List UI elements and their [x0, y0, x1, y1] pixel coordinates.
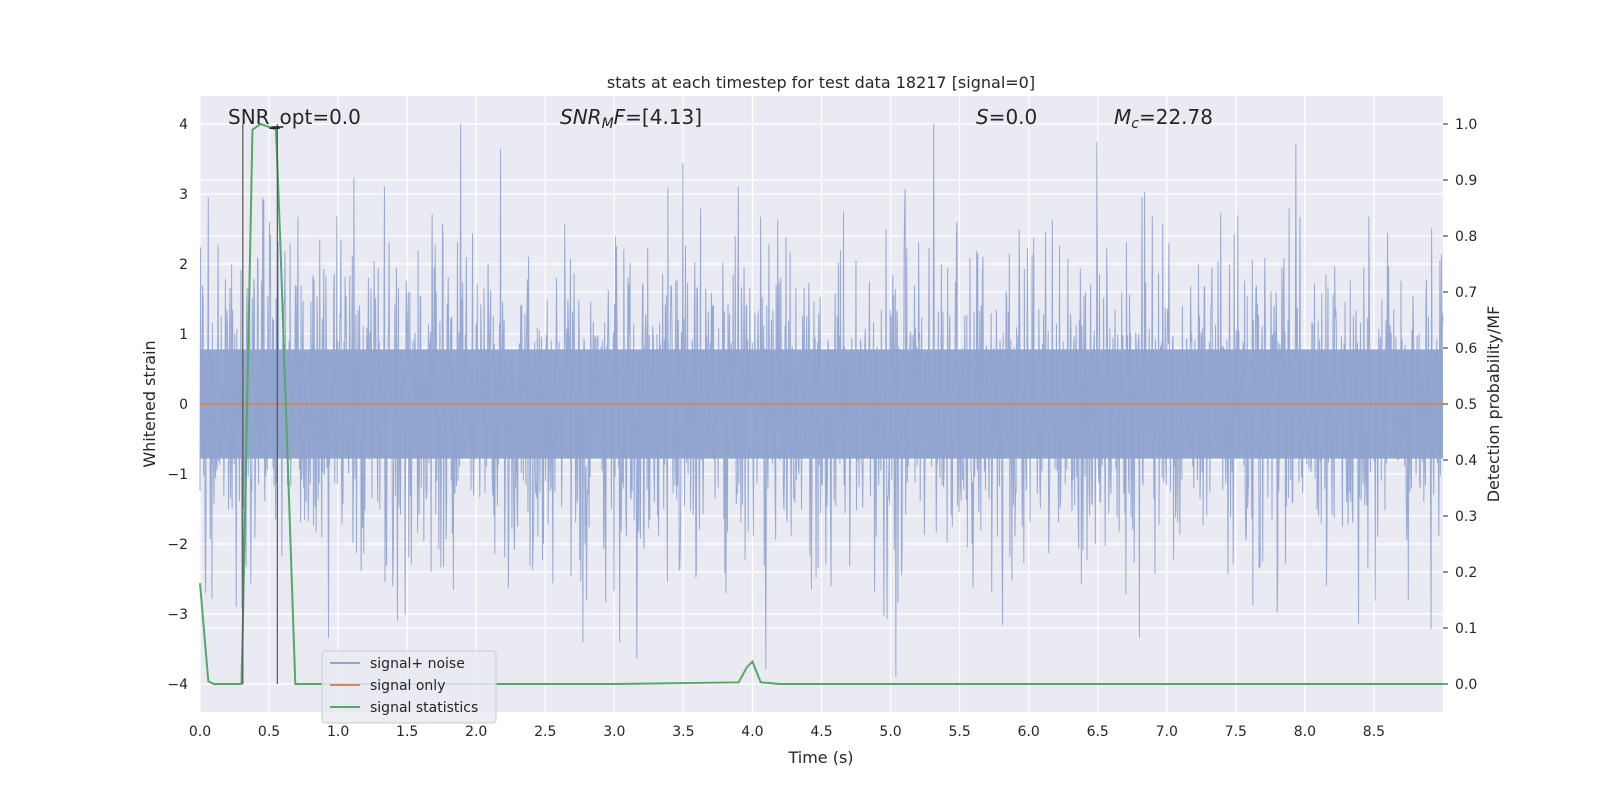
annotation-mc-value: =22.78 [1139, 105, 1213, 129]
x-tick-label: 5.0 [879, 724, 901, 740]
y-right-tick-label: 0.4 [1455, 453, 1477, 469]
legend-label-signal-only: signal only [370, 678, 445, 694]
y-right-tick-label: 0.6 [1455, 341, 1477, 357]
x-tick-label: 6.5 [1087, 724, 1109, 740]
x-tick-label: 5.5 [948, 724, 970, 740]
x-tick-label: 4.5 [810, 724, 832, 740]
y-right-tick-label: 0.7 [1455, 285, 1477, 301]
x-tick-label: 0.5 [258, 724, 280, 740]
annotation-mc: Mc=22.78 [1114, 105, 1213, 132]
legend-label-signal-noise: signal+ noise [370, 656, 465, 672]
x-tick-label: 7.0 [1156, 724, 1178, 740]
y-right-tick-label: 0.1 [1455, 621, 1477, 637]
annotation-mc-sub: c [1131, 116, 1139, 132]
x-tick-label: 1.5 [396, 724, 418, 740]
y-tick-label: −4 [167, 677, 188, 693]
vertical-markers [242, 124, 284, 684]
y-axis-right-label: Detection probability/MF [1484, 306, 1503, 503]
x-axis-ticks: 0.0 0.5 1.0 1.5 2.0 2.5 3.0 3.5 4.0 4.5 5.0 5.5 6.0 6… [189, 724, 1385, 740]
annotation-snr-opt: SNR_opt=0.0 [228, 105, 361, 129]
annotation-s: S=0.0 [976, 105, 1037, 129]
x-tick-label: 6.0 [1018, 724, 1040, 740]
annotation-mc-var: M [1114, 105, 1131, 129]
annotation-s-var: S [976, 105, 989, 129]
y-tick-label: 0 [179, 397, 188, 413]
y-right-tick-label: 0.3 [1455, 509, 1477, 525]
x-tick-label: 8.5 [1363, 724, 1385, 740]
chart-title: stats at each timestep for test data 182… [607, 73, 1035, 92]
x-tick-label: 7.5 [1225, 724, 1247, 740]
x-axis-label: Time (s) [787, 748, 853, 767]
y-right-tick-label: 1.0 [1455, 117, 1477, 133]
y-tick-label: 3 [179, 187, 188, 203]
legend: signal+ noise signal only signal statist… [321, 650, 497, 724]
y-tick-label: −1 [167, 467, 188, 483]
legend-label-signal-statistics: signal statistics [370, 700, 478, 716]
x-tick-label: 3.0 [603, 724, 625, 740]
y-axis-left-ticks: 4 3 2 1 0 −1 −2 −3 −4 [167, 117, 188, 693]
y-tick-label: 2 [179, 257, 188, 273]
y-right-tick-label: 0.9 [1455, 173, 1477, 189]
x-tick-label: 2.5 [534, 724, 556, 740]
y-right-tick-label: 0.8 [1455, 229, 1477, 245]
y-tick-label: 1 [179, 327, 188, 343]
y-tick-label: −3 [167, 607, 188, 623]
y-axis-right-ticks: 1.0 0.9 0.8 0.7 0.6 0.5 0.4 0.3 0.2 0.1 0.0 [1443, 117, 1477, 693]
y-axis-label: Whitened strain [140, 340, 159, 467]
x-tick-label: 3.5 [672, 724, 694, 740]
annotation-snr-mf-value: =[4.13] [625, 105, 702, 129]
legend-box [321, 650, 497, 724]
annotation-snr-mf-main: SNR [560, 105, 602, 129]
x-tick-label: 8.0 [1294, 724, 1316, 740]
y-tick-label: 4 [179, 117, 188, 133]
x-tick-label: 0.0 [189, 724, 211, 740]
annotation-snr-mf-sub: M [602, 116, 614, 132]
y-tick-label: −2 [167, 537, 188, 553]
x-tick-label: 1.0 [327, 724, 349, 740]
annotation-snr-mf: SNRMF=[4.13] [560, 105, 702, 132]
x-tick-label: 2.0 [465, 724, 487, 740]
y-right-tick-label: 0.0 [1455, 677, 1477, 693]
x-tick-label: 4.0 [741, 724, 763, 740]
annotation-snr-mf-f: F [614, 105, 626, 129]
y-right-tick-label: 0.2 [1455, 565, 1477, 581]
y-right-tick-label: 0.5 [1455, 397, 1477, 413]
annotation-s-value: =0.0 [989, 105, 1038, 129]
